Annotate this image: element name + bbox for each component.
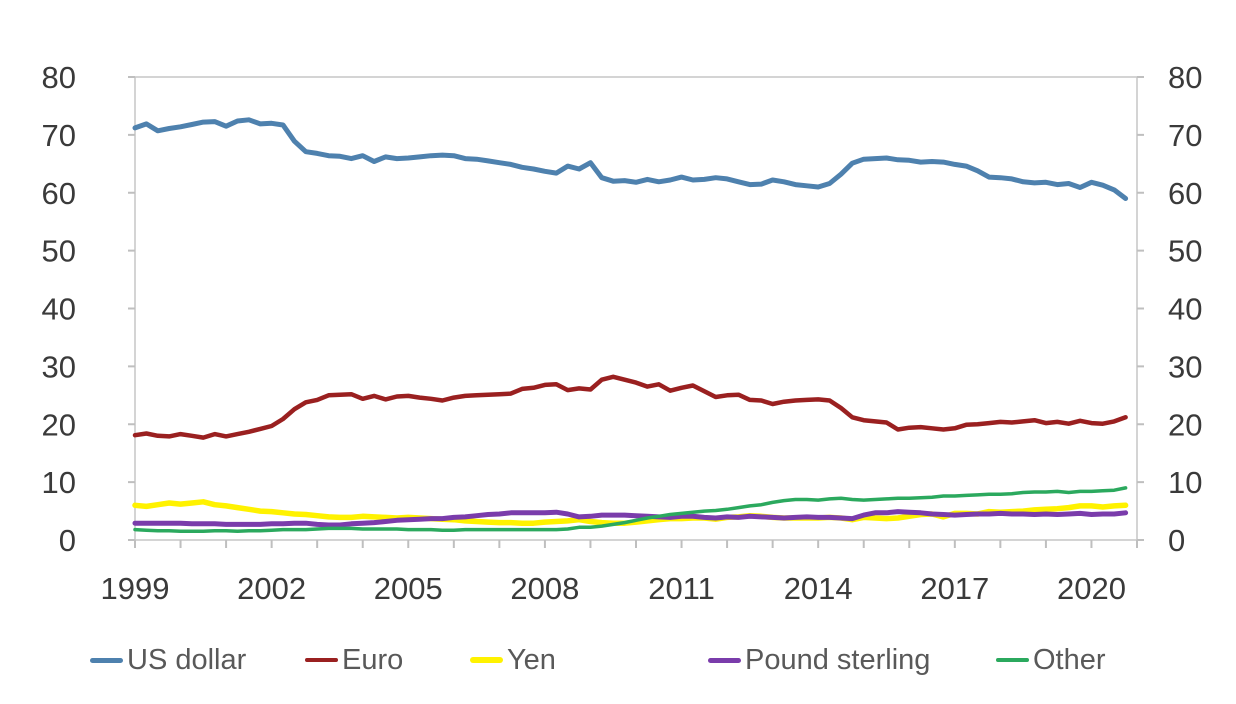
x-axis-label: 1999 [101, 571, 170, 606]
axis-ticks [128, 76, 1144, 548]
y-axis-label-left: 30 [42, 349, 76, 384]
y-axis-label-right: 20 [1168, 407, 1202, 442]
series-line-euro [132, 374, 1128, 440]
y-axis-label-left: 70 [42, 118, 76, 153]
y-axis-label-right: 70 [1168, 118, 1202, 153]
legend-swatch-pound-sterling [708, 657, 741, 663]
y-axis-label-right: 0 [1168, 523, 1185, 558]
legend-item-yen: Yen [470, 636, 556, 684]
y-axis-label-left: 40 [42, 292, 76, 327]
y-axis-label-right: 60 [1168, 176, 1202, 211]
chart-legend: US dollar Euro Yen Pound sterling Other [0, 636, 1236, 684]
legend-swatch-euro [305, 657, 338, 663]
legend-swatch-yen [470, 657, 503, 663]
plot-box [134, 76, 1138, 541]
x-axis-label: 2011 [648, 571, 715, 606]
x-axis-label: 2020 [1057, 571, 1126, 606]
x-axis-label: 2008 [510, 571, 579, 606]
legend-label-us-dollar: US dollar [127, 643, 247, 676]
y-axis-label-left: 60 [42, 176, 76, 211]
y-axis-label-right: 40 [1168, 292, 1202, 327]
legend-label-other: Other [1033, 643, 1106, 676]
series-line-us-dollar [132, 117, 1129, 201]
x-axis-label: 2017 [920, 571, 989, 606]
legend-item-pound-sterling: Pound sterling [708, 636, 930, 684]
legend-item-euro: Euro [305, 636, 403, 684]
y-axis-label-left: 20 [42, 407, 76, 442]
legend-label-pound-sterling: Pound sterling [745, 643, 931, 676]
x-axis-label: 2005 [374, 571, 443, 606]
series-line-other [133, 486, 1128, 534]
legend-swatch-other [996, 658, 1029, 662]
series-line-pound-sterling [132, 509, 1129, 528]
x-axis-label: 2014 [784, 571, 853, 606]
y-axis-label-left: 0 [59, 523, 76, 558]
y-axis-label-left: 80 [42, 60, 76, 95]
legend-item-other: Other [996, 636, 1106, 684]
y-axis-label-left: 10 [42, 465, 76, 500]
y-axis-label-right: 10 [1168, 465, 1202, 500]
y-axis-label-right: 80 [1168, 60, 1202, 95]
y-axis-label-left: 50 [42, 234, 76, 269]
legend-label-yen: Yen [507, 643, 556, 676]
y-axis-label-right: 50 [1168, 234, 1202, 269]
x-axis-label: 2002 [237, 571, 306, 606]
y-axis-label-right: 30 [1168, 349, 1202, 384]
legend-item-us-dollar: US dollar [90, 636, 246, 684]
legend-label-euro: Euro [342, 643, 404, 676]
legend-swatch-us-dollar [90, 657, 123, 663]
